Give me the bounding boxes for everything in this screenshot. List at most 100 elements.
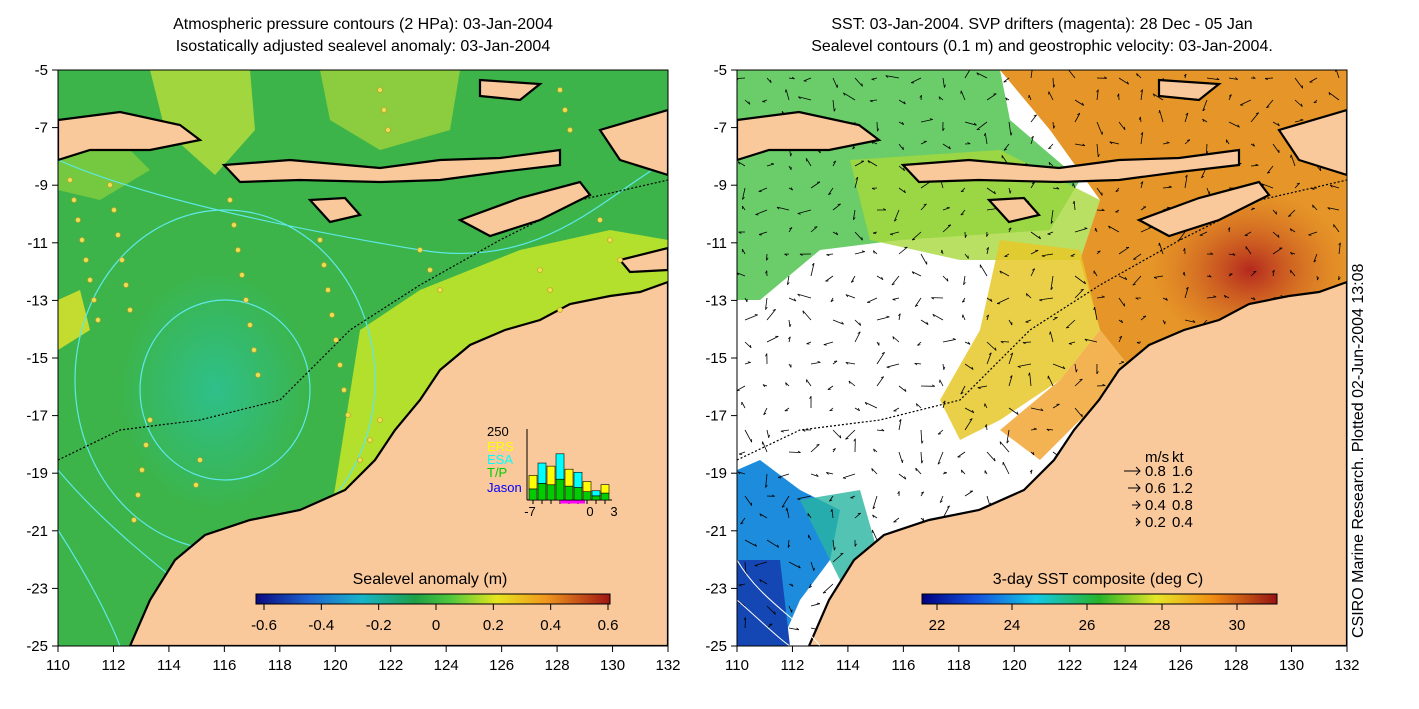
velocity-arrow xyxy=(876,429,885,432)
velocity-arrow xyxy=(825,275,834,282)
velocity-arrow xyxy=(942,339,956,343)
velocity-arrow xyxy=(1050,275,1054,290)
lon-tick-label: 130 xyxy=(1279,657,1304,674)
velocity-arrowhead xyxy=(988,352,992,356)
velocity-arrow xyxy=(1132,275,1142,286)
velocity-arrow xyxy=(1074,288,1084,299)
lat-tick-label: -17 xyxy=(26,408,48,425)
velocity-arrowhead xyxy=(1115,190,1119,193)
velocity-arrowhead xyxy=(1056,186,1060,190)
velocity-arrowhead xyxy=(1138,116,1141,120)
velocity-arrowhead xyxy=(1022,342,1026,345)
velocity-arrowhead xyxy=(1132,283,1136,286)
colorbar-tick-label: 0.6 xyxy=(598,617,619,634)
velocity-arrowhead xyxy=(990,298,993,302)
velocity-arrow xyxy=(920,140,927,145)
velocity-arrow xyxy=(1206,143,1208,154)
velocity-arrowhead xyxy=(964,234,967,238)
velocity-arrow xyxy=(1140,89,1143,101)
land-masses xyxy=(58,78,668,646)
left-title-line2: Isostatically adjusted sealevel anomaly:… xyxy=(175,38,551,55)
velocity-arrowhead xyxy=(1228,94,1232,97)
velocity-arrow xyxy=(1184,286,1189,299)
velocity-arrowhead xyxy=(931,384,935,387)
velocity-arrowhead xyxy=(1000,341,1004,344)
velocity-arrowhead xyxy=(872,514,875,518)
velocity-arrow xyxy=(742,187,746,200)
velocity-arrow xyxy=(797,293,812,299)
velocity-legend-kt: 0.8 xyxy=(1172,497,1193,514)
right-title-line2: Sealevel contours (0.1 m) and geostrophi… xyxy=(811,38,1273,55)
velocity-arrowhead xyxy=(911,271,915,275)
inset-bar xyxy=(537,483,547,501)
velocity-arrowhead xyxy=(948,146,951,150)
velocity-arrowhead xyxy=(886,315,890,318)
velocity-arrow xyxy=(744,539,757,547)
velocity-arrow xyxy=(1039,297,1054,301)
velocity-arrow xyxy=(1118,336,1123,343)
velocity-arrow xyxy=(920,319,929,325)
colorbar-tick-label: 22 xyxy=(929,617,946,634)
velocity-arrowhead xyxy=(789,227,793,230)
velocity-arrow xyxy=(1096,296,1105,299)
velocity-arrow xyxy=(979,264,988,277)
velocity-arrowhead xyxy=(785,507,788,511)
velocity-arrow xyxy=(885,75,900,79)
velocity-arrowhead xyxy=(766,257,769,261)
velocity-arrow xyxy=(776,206,790,211)
left-title-line1: Atmospheric pressure contours (2 HPa): 0… xyxy=(173,16,553,33)
velocity-arrow xyxy=(893,517,900,523)
velocity-arrow xyxy=(869,99,878,102)
velocity-arrowhead xyxy=(1135,297,1139,300)
velocity-arrow xyxy=(1162,142,1170,145)
velocity-arrowhead xyxy=(938,96,941,100)
velocity-arrow xyxy=(1294,119,1304,123)
velocity-arrowhead xyxy=(789,323,792,328)
lat-tick-label: -21 xyxy=(26,523,48,540)
velocity-arrowhead xyxy=(1168,185,1172,188)
velocity-arrow xyxy=(1228,94,1232,101)
velocity-legend-ms: 0.6 xyxy=(1145,480,1166,497)
velocity-arrow xyxy=(854,331,861,343)
velocity-arrow xyxy=(1184,112,1189,123)
velocity-legend-kt-header: kt xyxy=(1172,449,1185,466)
velocity-arrowhead xyxy=(1142,315,1147,317)
velocity-arrowhead xyxy=(904,388,907,392)
lat-tick-label: -9 xyxy=(35,177,48,194)
velocity-arrowhead xyxy=(857,331,861,334)
velocity-arrow xyxy=(876,376,884,387)
velocity-arrowhead xyxy=(853,438,856,442)
velocity-arrowhead xyxy=(881,351,885,355)
velocity-arrowhead xyxy=(738,231,742,234)
sumba-island xyxy=(307,196,363,224)
velocity-arrow xyxy=(854,512,861,519)
lon-tick-label: 132 xyxy=(655,657,680,674)
velocity-arrow xyxy=(898,121,904,126)
velocity-arrowhead xyxy=(817,361,821,363)
velocity-arrowhead xyxy=(1338,277,1341,281)
velocity-arrow xyxy=(920,203,927,211)
velocity-arrow xyxy=(845,362,856,365)
velocity-arrow xyxy=(1049,331,1054,343)
velocity-arrowhead xyxy=(845,362,849,365)
velocity-arrowhead xyxy=(770,79,772,83)
java-island xyxy=(737,110,882,162)
velocity-arrowhead xyxy=(921,460,924,464)
velocity-arrowhead xyxy=(922,518,925,522)
velocity-arrowhead xyxy=(1267,171,1271,174)
velocity-arrow xyxy=(1041,253,1054,257)
sst-warm-shelf xyxy=(1000,330,1140,460)
velocity-arrowhead xyxy=(1166,206,1170,209)
velocity-arrowhead xyxy=(826,472,829,475)
velocity-arrowhead xyxy=(890,233,894,236)
velocity-arrowhead xyxy=(1136,342,1140,344)
velocity-arrow xyxy=(962,314,966,321)
inset-bar xyxy=(573,471,583,488)
velocity-arrowhead xyxy=(1192,320,1196,323)
velocity-arrow xyxy=(1030,428,1037,431)
velocity-arrow xyxy=(1052,121,1055,129)
velocity-arrowhead xyxy=(1017,366,1021,368)
velocity-arrowhead xyxy=(1329,184,1333,188)
velocity-arrow xyxy=(1030,268,1036,277)
lon-tick-label: 118 xyxy=(947,657,971,674)
